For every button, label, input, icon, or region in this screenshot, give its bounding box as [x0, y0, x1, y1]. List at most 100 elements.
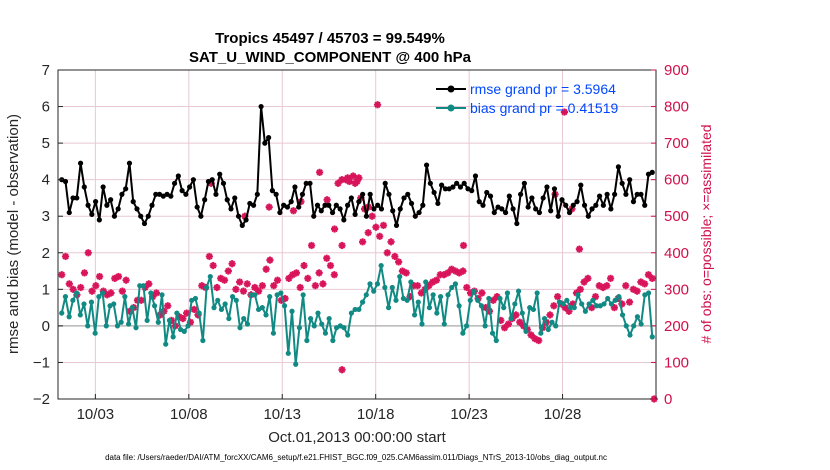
obs-stroke — [448, 266, 455, 273]
rmse-point — [382, 180, 388, 186]
x-tick-label: 10/18 — [357, 406, 395, 423]
rmse-point — [476, 199, 482, 205]
rmse-point — [533, 206, 539, 212]
obs-stroke — [191, 306, 198, 313]
rmse-point — [634, 191, 640, 197]
obs-stroke — [546, 311, 554, 319]
rmse-point — [540, 195, 546, 201]
rmse-point — [70, 195, 76, 201]
obs-stroke — [645, 271, 652, 278]
rmse-point — [149, 202, 155, 208]
rmse-point — [228, 206, 234, 212]
obs-stroke — [331, 225, 338, 233]
obs-stroke — [384, 249, 391, 257]
obs-stroke — [433, 276, 440, 284]
grid — [58, 70, 656, 399]
y-tick-label-right: 400 — [664, 245, 689, 262]
y-tick-label-left: −2 — [33, 391, 50, 408]
bias-point — [296, 325, 303, 331]
obs-stroke — [584, 275, 592, 282]
rmse-point — [141, 220, 148, 227]
bias-point — [289, 308, 295, 314]
bias-point — [229, 294, 236, 300]
obs-stroke — [346, 178, 353, 185]
obs-stroke — [304, 275, 312, 282]
bias-point — [133, 325, 139, 331]
footer-datafile: data file: /Users/raeder/DAI/ATM_forcXX/… — [105, 453, 607, 462]
legend-rmse-marker — [447, 85, 455, 93]
bias-point — [62, 294, 69, 300]
rmse-point — [198, 213, 204, 219]
rmse-point — [190, 177, 196, 183]
bias-point — [122, 294, 128, 300]
bias-point — [437, 294, 444, 300]
obs-stroke — [577, 286, 584, 293]
rmse-point — [581, 202, 588, 208]
bias-point — [59, 310, 65, 316]
obs-stroke — [391, 253, 399, 260]
obs-stroke — [153, 289, 160, 297]
obs-markers — [58, 101, 658, 403]
rmse-point — [254, 191, 260, 197]
obs-stroke — [607, 275, 614, 282]
rmse-point — [593, 202, 599, 208]
obs-stroke — [380, 222, 387, 229]
bias-point — [356, 306, 362, 313]
bias-point — [148, 290, 154, 296]
rmse-point — [615, 164, 622, 170]
obs-stroke — [138, 297, 145, 304]
bias-point — [319, 321, 325, 327]
rmse-series — [59, 103, 655, 228]
obs-stroke — [85, 249, 92, 257]
obs-stroke — [262, 266, 270, 273]
obs-stroke — [351, 180, 359, 187]
bias-point — [278, 290, 284, 296]
bias-point — [478, 303, 485, 309]
rmse-line — [61, 105, 653, 227]
obs-stroke — [312, 282, 319, 289]
rmse-point — [544, 184, 550, 190]
obs-stroke — [414, 282, 421, 289]
bias-point — [445, 292, 451, 298]
bias-point — [367, 281, 373, 287]
rmse-point — [529, 195, 535, 201]
bias-point — [163, 341, 169, 347]
x-tick-label: 10/13 — [263, 406, 301, 423]
x-tick-label: 10/03 — [77, 406, 115, 423]
obs-stroke — [315, 269, 323, 277]
obs-stroke — [626, 298, 633, 306]
obs-stroke — [527, 331, 535, 339]
legend-bias-label: bias grand pr = 0.41519 — [470, 100, 618, 116]
obs-stroke — [308, 242, 315, 249]
bias-point — [605, 295, 611, 302]
bias-point — [426, 305, 433, 311]
bias-point — [233, 297, 239, 303]
chart-subtitle: SAT_U_WIND_COMPONENT @ 400 hPa — [189, 49, 472, 66]
obs-stroke — [576, 245, 583, 253]
obs-stroke — [327, 262, 334, 269]
rmse-point — [461, 180, 467, 186]
bias-point — [129, 305, 135, 311]
rmse-point — [168, 193, 174, 199]
bias-point — [311, 323, 317, 329]
bias-point — [359, 299, 366, 305]
rmse-point — [220, 180, 227, 186]
obs-stroke — [554, 293, 561, 300]
rmse-point — [356, 199, 362, 205]
rmse-point — [378, 206, 385, 212]
rmse-point — [416, 209, 422, 216]
bias-point — [549, 319, 555, 325]
rmse-point — [469, 188, 475, 194]
rmse-point — [555, 213, 561, 219]
y-axis-label-left: rmse and bias (model - observation) — [5, 114, 22, 354]
rmse-point — [202, 197, 208, 203]
x-tick-label: 10/23 — [450, 406, 488, 423]
rmse-point — [578, 182, 584, 188]
bias-point — [593, 303, 600, 309]
obs-stroke — [122, 276, 130, 284]
bias-point — [211, 305, 217, 311]
obs-stroke — [649, 275, 656, 282]
bias-point — [456, 303, 462, 309]
bias-point — [393, 297, 399, 303]
bias-point — [259, 305, 265, 311]
